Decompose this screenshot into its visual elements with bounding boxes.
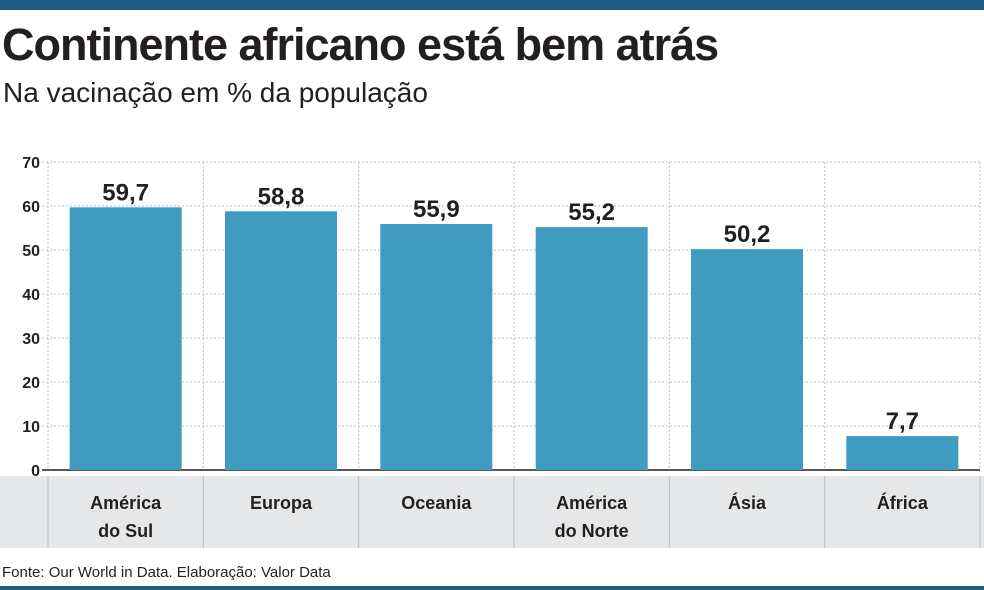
y-tick-label: 60: [22, 199, 40, 216]
category-label-line: do Norte: [555, 521, 629, 541]
category-label: América do Sul: [90, 493, 162, 541]
category-label-line: Europa: [250, 493, 313, 513]
bottom-rule: [0, 586, 984, 590]
category-label-line: do Sul: [98, 521, 153, 541]
category-label-line: Oceania: [401, 493, 472, 513]
y-tick-label: 30: [22, 331, 40, 348]
category-label: Ásia: [728, 492, 767, 513]
value-label: 7,7: [886, 408, 919, 435]
category-label: Europa: [250, 493, 313, 513]
y-tick-label: 40: [22, 287, 40, 304]
category-label-line: Ásia: [728, 492, 767, 513]
bar: [691, 249, 803, 470]
labels-layer: 0 10 20 30 40 50 60 70 59,7 América do Sul 58,8 Euro…: [22, 155, 929, 541]
top-rule: [0, 0, 984, 10]
value-label: 59,7: [102, 179, 149, 206]
bar: [380, 224, 493, 470]
chart-title: Continente africano está bem atrás: [2, 19, 719, 70]
category-label-line: América: [90, 493, 162, 513]
category-label: África: [877, 492, 929, 513]
bars-layer: [69, 207, 959, 470]
value-label: 50,2: [724, 221, 771, 248]
chart-subtitle: Na vacinação em % da população: [3, 77, 428, 108]
category-label: Oceania: [401, 493, 472, 513]
category-label-line: África: [877, 492, 929, 513]
category-label-line: América: [556, 493, 628, 513]
value-label: 55,9: [413, 196, 460, 223]
bar: [225, 211, 337, 470]
y-tick-label: 20: [22, 375, 40, 392]
category-band-layer: [0, 476, 984, 548]
source-note: Fonte: Our World in Data. Elaboração: Va…: [2, 564, 331, 581]
category-band: [0, 476, 984, 548]
y-tick-label: 50: [22, 243, 40, 260]
bar-chart: 0 10 20 30 40 50 60 70 59,7 América do Sul 58,8 Euro…: [0, 155, 984, 548]
y-tick-label: 0: [31, 463, 40, 480]
value-label: 55,2: [568, 199, 615, 226]
category-label: América do Norte: [555, 493, 629, 541]
grid-layer: [42, 161, 981, 471]
value-label: 58,8: [258, 183, 305, 210]
bar: [69, 207, 182, 470]
y-tick-label: 70: [22, 155, 40, 172]
bar: [535, 227, 648, 470]
bar: [846, 436, 959, 470]
y-tick-label: 10: [22, 419, 40, 436]
